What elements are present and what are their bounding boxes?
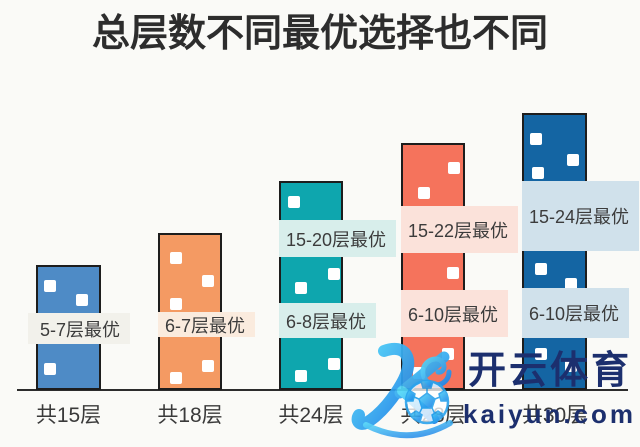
optimal-range-text: 6-7层最优 <box>165 315 246 336</box>
building-15-floors: 5-7层最优 共15层 <box>28 265 131 427</box>
building-bar: 5-7层最优 <box>28 265 131 390</box>
total-floors-label: 共24层 <box>278 404 344 427</box>
building-28-floors: 15-22层最优 6-10层最优 共28层 <box>400 143 519 427</box>
optimal-range-label-lower: 6-10层最优 <box>401 290 509 337</box>
window-icon <box>170 298 182 310</box>
window-icon <box>535 348 547 360</box>
optimal-range-label-upper: 15-20层最优 <box>279 220 397 257</box>
window-icon <box>76 294 88 306</box>
window-icon <box>442 348 454 360</box>
window-icon <box>328 268 340 280</box>
building-18-floors: 6-7层最优 共18层 <box>157 233 256 427</box>
window-icon <box>170 252 182 264</box>
optimal-range-text: 15-24层最优 <box>529 207 630 227</box>
window-icon <box>295 370 307 382</box>
total-floors-label: 共18层 <box>157 404 223 427</box>
total-floors-label: 共28层 <box>400 404 466 427</box>
window-icon <box>44 280 56 292</box>
total-floors-label: 共30层 <box>521 404 588 427</box>
window-icon <box>170 372 182 384</box>
ground-line <box>17 389 628 391</box>
building-30-floors: 15-24层最优 6-10层最优 共30层 <box>522 113 640 427</box>
window-icon <box>530 133 542 145</box>
optimal-range-text: 6-8层最优 <box>286 311 367 332</box>
window-icon <box>418 187 430 199</box>
building-bar: 15-24层最优 6-10层最优 <box>522 113 640 390</box>
optimal-range-text: 15-22层最优 <box>408 220 509 241</box>
building-24-floors: 15-20层最优 6-8层最优 共24层 <box>278 181 397 427</box>
optimal-range-text: 15-20层最优 <box>286 229 387 250</box>
optimal-range-text: 5-7层最优 <box>40 319 121 340</box>
optimal-range-label-lower: 6-10层最优 <box>522 288 630 338</box>
window-icon <box>567 154 579 166</box>
window-icon <box>202 275 214 287</box>
window-icon <box>565 360 577 372</box>
optimal-range-label-lower: 6-8层最优 <box>279 303 377 338</box>
total-floors-label: 共15层 <box>35 404 102 427</box>
window-icon <box>565 278 577 290</box>
window-icon <box>328 358 340 370</box>
optimal-range-label: 6-7层最优 <box>158 312 256 337</box>
page-title: 总层数不同最优选择也不同 <box>91 13 548 55</box>
window-icon <box>535 263 547 275</box>
optimal-range-text: 6-10层最优 <box>529 304 620 324</box>
optimal-range-label-upper: 15-22层最优 <box>401 206 519 253</box>
building-bar: 15-20层最优 6-8层最优 <box>279 181 397 390</box>
window-icon <box>532 167 544 179</box>
window-icon <box>447 267 459 279</box>
building-bar: 15-22层最优 6-10层最优 <box>401 143 519 390</box>
window-icon <box>295 282 307 294</box>
window-icon <box>288 196 300 208</box>
optimal-range-label-upper: 15-24层最优 <box>522 181 640 251</box>
building-bar: 6-7层最优 <box>158 233 256 390</box>
window-icon <box>44 363 56 375</box>
optimal-range-text: 6-10层最优 <box>408 304 499 325</box>
window-icon <box>202 360 214 372</box>
optimal-range-label: 5-7层最优 <box>28 313 131 344</box>
window-icon <box>413 367 425 379</box>
window-icon <box>448 162 460 174</box>
